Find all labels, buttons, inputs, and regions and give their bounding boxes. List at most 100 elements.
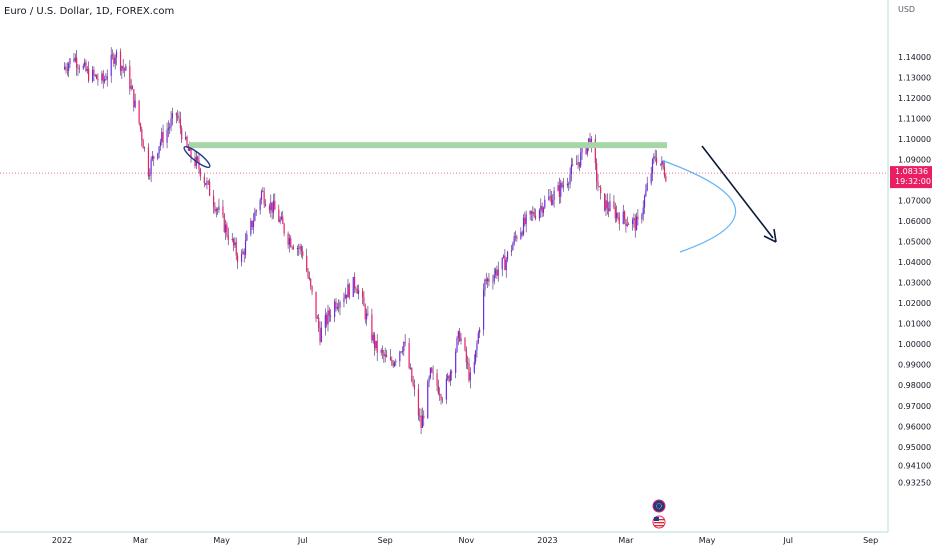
candle-up bbox=[538, 210, 541, 219]
candle-up bbox=[626, 224, 628, 226]
candle-up bbox=[91, 69, 94, 81]
candle-down bbox=[439, 393, 441, 396]
candle-up bbox=[428, 377, 430, 382]
candle-down bbox=[262, 191, 264, 192]
candle-down bbox=[432, 372, 434, 374]
price-tick-label: 1.06000 bbox=[898, 217, 931, 226]
price-tick-label: 1.03000 bbox=[898, 279, 931, 288]
candle-up bbox=[352, 276, 354, 297]
candle-up bbox=[635, 216, 638, 231]
candle-up bbox=[568, 183, 570, 185]
candle-down bbox=[597, 181, 599, 187]
candle-up bbox=[479, 329, 481, 333]
candle-up bbox=[114, 57, 116, 64]
candle-up bbox=[94, 74, 96, 76]
time-tick-label: Jul bbox=[782, 536, 793, 545]
candle-down bbox=[153, 156, 155, 159]
candle-down bbox=[655, 157, 658, 164]
candle-down bbox=[524, 217, 526, 225]
candle-down bbox=[227, 234, 229, 240]
candle-up bbox=[429, 368, 432, 378]
candle-up bbox=[327, 310, 329, 325]
time-tick-label: 2023 bbox=[537, 536, 557, 545]
candle-up bbox=[542, 207, 545, 213]
candle-down bbox=[235, 242, 237, 256]
candle-up bbox=[580, 152, 582, 167]
eu-flag-icon[interactable] bbox=[652, 499, 666, 513]
price-tick-label: 0.97000 bbox=[898, 402, 931, 411]
candle-down bbox=[420, 415, 422, 428]
candle-down bbox=[431, 368, 433, 373]
candle-down bbox=[440, 395, 442, 400]
candle-up bbox=[125, 66, 127, 71]
candle-down bbox=[209, 181, 211, 196]
candle-down bbox=[533, 212, 535, 216]
candle-up bbox=[380, 349, 382, 353]
candle-up bbox=[384, 354, 386, 357]
candle-down bbox=[129, 66, 131, 89]
candle-up bbox=[244, 240, 247, 255]
time-tick-label: Mar bbox=[133, 536, 149, 545]
price-tick-label: 1.01000 bbox=[898, 320, 931, 329]
candle-up bbox=[170, 118, 172, 127]
candle-up bbox=[469, 372, 471, 381]
price-tick-label: 0.99000 bbox=[898, 361, 931, 370]
candle-down bbox=[186, 136, 188, 147]
us-flag-icon[interactable] bbox=[652, 515, 666, 529]
candle-up bbox=[336, 307, 338, 309]
candle-up bbox=[513, 236, 515, 244]
candle-up bbox=[421, 415, 424, 428]
candle-down bbox=[356, 288, 358, 294]
candle-up bbox=[343, 298, 345, 303]
candle-up bbox=[151, 156, 154, 160]
candle-up bbox=[224, 224, 227, 232]
candle-down bbox=[66, 69, 68, 71]
candle-down bbox=[123, 68, 126, 71]
price-tick-label: 1.11000 bbox=[898, 115, 931, 124]
candle-down bbox=[485, 279, 487, 282]
candle-down bbox=[162, 132, 164, 143]
price-axis-ticks: 1.14000 1.13000 1.12000 1.11000 1.10000 1.090… bbox=[898, 53, 931, 488]
candle-up bbox=[548, 196, 550, 200]
candle-down bbox=[448, 375, 450, 382]
price-tick-label: 1.09000 bbox=[898, 156, 931, 165]
candle-down bbox=[251, 220, 253, 228]
candle-down bbox=[385, 354, 388, 358]
candle-down bbox=[467, 362, 469, 364]
candle-up bbox=[576, 163, 578, 165]
candle-up bbox=[642, 207, 644, 215]
candle-up bbox=[347, 284, 349, 298]
candle-down bbox=[654, 156, 656, 158]
candle-up bbox=[460, 338, 462, 342]
candle-down bbox=[205, 183, 207, 185]
candle-up bbox=[577, 162, 579, 164]
candle-down bbox=[315, 291, 317, 319]
candle-down bbox=[561, 182, 563, 187]
time-tick-label: 2022 bbox=[52, 536, 72, 545]
candle-down bbox=[417, 389, 420, 416]
candle-down bbox=[243, 251, 245, 255]
candle-down bbox=[97, 78, 99, 81]
candle-up bbox=[646, 183, 648, 191]
candle-down bbox=[300, 246, 302, 252]
candle-up bbox=[447, 375, 449, 379]
candle-down bbox=[411, 367, 413, 382]
candle-down bbox=[604, 193, 606, 211]
candle-down bbox=[85, 62, 87, 71]
candle-up bbox=[616, 212, 618, 219]
candle-down bbox=[468, 363, 470, 381]
candle-up bbox=[492, 280, 494, 282]
candle-up bbox=[477, 332, 479, 343]
candle-down bbox=[236, 255, 239, 263]
candle-down bbox=[278, 209, 280, 222]
candle-down bbox=[102, 73, 104, 82]
candle-down bbox=[319, 327, 321, 342]
candle-down bbox=[459, 331, 461, 342]
candles-layer bbox=[64, 47, 667, 434]
candle-down bbox=[111, 54, 114, 56]
candle-up bbox=[502, 255, 505, 258]
candle-up bbox=[158, 146, 160, 154]
candle-down bbox=[413, 385, 416, 390]
candle-up bbox=[161, 132, 163, 142]
